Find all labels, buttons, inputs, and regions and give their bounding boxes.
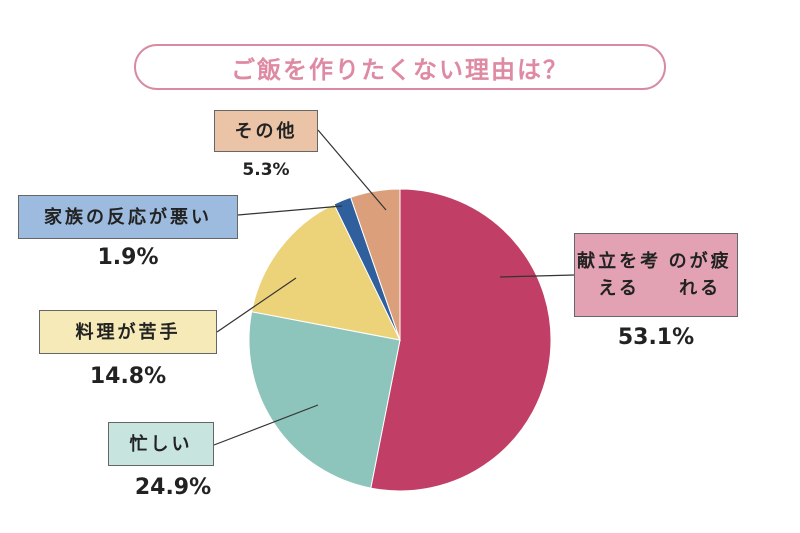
value-label-busy: 24.9% [134, 475, 212, 500]
label-box-tired-of-planning: 献立を考える のが疲れる [574, 233, 738, 317]
chart-title: ご飯を作りたくない理由は？ [134, 44, 666, 90]
leader-line-family-reaction [237, 205, 343, 216]
label-box-bad-at-cooking: 料理が苦手 [39, 310, 217, 354]
label-box-other: その他 [214, 110, 318, 152]
label-box-family-reaction: 家族の反応が悪い [18, 195, 238, 239]
slice-label-bad-at-cooking: 料理が苦手 [75, 321, 181, 343]
leader-line-other [317, 129, 387, 211]
value-label-bad-at-cooking: 14.8% [89, 364, 167, 389]
slice-label-other: その他 [234, 120, 298, 142]
slice-label-tired-of-planning: のが疲れる [668, 251, 732, 299]
slice-label-tired-of-planning: 献立を考える [577, 251, 662, 299]
slice-label-family-reaction: 家族の反応が悪い [44, 206, 212, 228]
pie-slice-busy [248, 311, 401, 489]
leader-line-busy [213, 404, 319, 446]
pie-slice-other [350, 188, 401, 341]
label-box-busy: 忙しい [108, 422, 214, 466]
slice-label-busy: 忙しい [129, 433, 193, 455]
leader-line-tired-of-planning [499, 274, 575, 278]
pie-slice-tired-of-planning [370, 188, 552, 492]
leader-line-bad-at-cooking [216, 277, 297, 333]
pie-slice-bad-at-cooking [251, 203, 401, 341]
value-label-family-reaction: 1.9% [97, 245, 159, 270]
value-label-tired-of-planning: 53.1% [617, 325, 695, 350]
value-label-other: 5.3% [242, 160, 290, 180]
